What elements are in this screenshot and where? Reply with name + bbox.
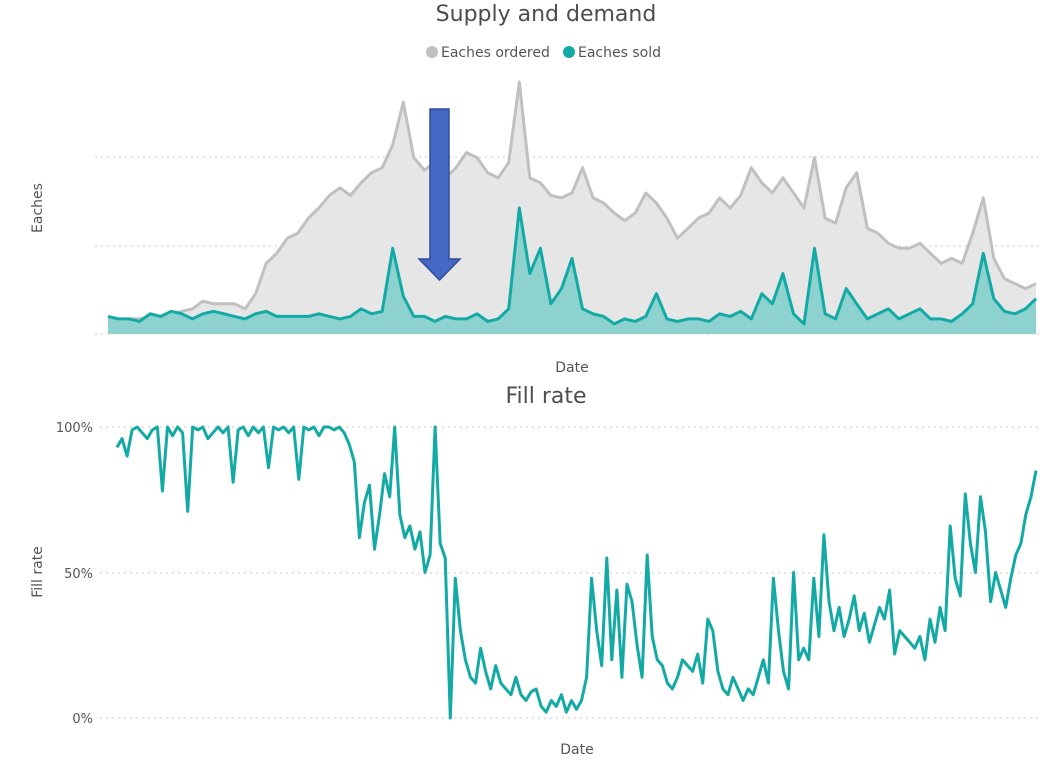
- legend-marker-eaches-ordered: [426, 46, 438, 58]
- supply-demand-chart: Supply and demand Eaches ordered Eaches …: [30, 2, 1040, 376]
- legend-marker-eaches-sold: [563, 46, 575, 58]
- fill-rate-chart: Fill rate Fill rate 100% 50% 0% Date: [30, 384, 1040, 758]
- y-axis-title-fill-rate: Fill rate: [30, 546, 46, 598]
- legend[interactable]: Eaches ordered Eaches sold: [426, 45, 661, 61]
- eaches-sold-area: [108, 208, 1036, 334]
- eaches-ordered-area: [108, 82, 1036, 334]
- y-tick-label-100: 100%: [56, 421, 93, 436]
- fill-rate-title: Fill rate: [505, 384, 586, 409]
- y-axis-title-eaches: Eaches: [30, 183, 46, 233]
- x-axis-title-date: Date: [555, 360, 588, 376]
- fill-rate-line: [115, 425, 1038, 720]
- eaches-ordered-line: [107, 80, 1037, 323]
- supply-demand-title: Supply and demand: [436, 2, 657, 27]
- eaches-sold-line: [107, 206, 1038, 326]
- legend-label-eaches-sold: Eaches sold: [578, 45, 661, 61]
- fill-rate-plot-area: [115, 425, 1038, 720]
- y-tick-label-0: 0%: [72, 712, 93, 727]
- down-arrow-annotation: [417, 108, 462, 282]
- supply-demand-plot-area: [107, 80, 1038, 334]
- x-axis-title-date: Date: [560, 742, 593, 758]
- legend-label-eaches-ordered: Eaches ordered: [441, 45, 550, 61]
- y-tick-label-50: 50%: [64, 567, 93, 582]
